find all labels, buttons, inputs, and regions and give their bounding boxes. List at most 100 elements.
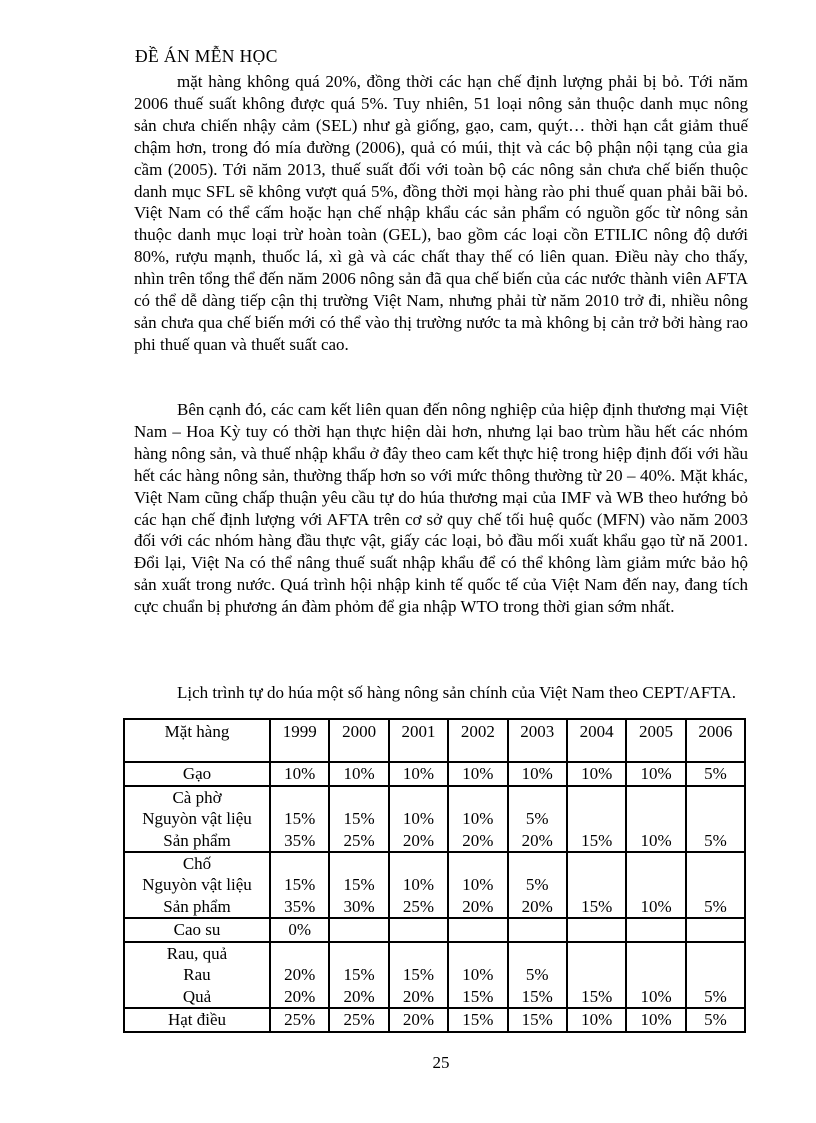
- value-line: [688, 944, 743, 964]
- value-line: 35%: [284, 896, 316, 916]
- table-head: Mặt hàng 1999 2000 2001 2002 2003 2004 2005 2006: [123, 718, 747, 763]
- value-cell: [625, 917, 687, 943]
- value-line: 10%: [462, 965, 494, 985]
- value-line: 15%: [284, 875, 316, 895]
- value-cell: [387, 917, 450, 943]
- value-line: 10%: [462, 809, 494, 829]
- value-cell: [684, 917, 747, 943]
- value-line: 10%: [640, 896, 672, 916]
- value-cell: 10% 20%: [387, 785, 450, 853]
- value-line: [569, 808, 624, 829]
- value-line: [628, 874, 683, 895]
- value-line: 20%: [402, 830, 435, 850]
- value-cell: 10%: [565, 761, 628, 787]
- value-cell: 10% 15%: [447, 941, 509, 1009]
- value-cell: 20%: [387, 1007, 450, 1033]
- table-body: Gạo 10% 10% 10% 10% 10% 10% 10% 5% Cà phờ Nguyòn v…: [123, 761, 747, 1033]
- value-line: [510, 854, 565, 874]
- column-header-year: 2001: [387, 718, 450, 763]
- value-cell: 5%: [684, 1007, 747, 1033]
- value-cell: 15% 25%: [328, 785, 390, 853]
- value-line: 20%: [462, 830, 494, 850]
- value-line: 10%: [640, 830, 672, 850]
- column-header-item: Mặt hàng: [123, 718, 271, 763]
- table-header-row: Mặt hàng 1999 2000 2001 2002 2003 2004 2005 2006: [123, 718, 747, 763]
- row-label-cell: Cao su: [123, 917, 271, 943]
- value-cell: 5%: [684, 941, 747, 1009]
- value-cell: 10%: [625, 851, 687, 919]
- value-line: [688, 808, 743, 829]
- value-line: 25%: [402, 896, 435, 916]
- value-cell: 25%: [328, 1007, 390, 1033]
- value-line: 20%: [462, 896, 494, 916]
- value-line: 15%: [581, 896, 613, 916]
- column-header-year: 2000: [328, 718, 390, 763]
- sub-row-label: Nguyòn vật liệu: [142, 809, 252, 829]
- value-cell: 10%: [447, 761, 509, 787]
- value-cell: 15%: [447, 1007, 509, 1033]
- value-line: 25%: [343, 830, 375, 850]
- value-cell: [565, 917, 628, 943]
- page-header-title: ĐỀ ÁN MỄN HỌC: [135, 46, 278, 66]
- value-line: 15%: [462, 986, 494, 1006]
- value-cell: 10%: [328, 761, 390, 787]
- value-line: [628, 964, 683, 985]
- sub-row-label: Sản phẩm: [163, 830, 231, 850]
- value-line: 5%: [704, 986, 727, 1006]
- value-cell: 20% 20%: [268, 941, 331, 1009]
- value-line: [450, 854, 505, 874]
- column-header-year: 2005: [625, 718, 687, 763]
- table-row: Cà phờ Nguyòn vật liệu Sản phẩm 15% 35% 15%…: [123, 785, 747, 853]
- row-label-cell: Gạo: [123, 761, 271, 787]
- value-line: [331, 788, 386, 808]
- value-line: [331, 854, 386, 874]
- value-line: [569, 944, 624, 964]
- row-label-cell: Hạt điều: [123, 1007, 271, 1033]
- value-line: 15%: [343, 875, 375, 895]
- value-cell: 0%: [268, 917, 331, 943]
- column-header-year: 2004: [565, 718, 628, 763]
- value-line: [510, 944, 565, 964]
- value-cell: 10%: [268, 761, 331, 787]
- group-label-cell: Cà phờ Nguyòn vật liệu Sản phẩm: [123, 785, 271, 853]
- value-line: 30%: [343, 896, 375, 916]
- column-header-year: 2003: [506, 718, 568, 763]
- value-line: 15%: [343, 809, 375, 829]
- value-cell: 10%: [625, 761, 687, 787]
- value-cell: 10%: [625, 785, 687, 853]
- page-number: 25: [432, 1053, 450, 1072]
- value-cell: 15%: [565, 785, 628, 853]
- value-cell: [447, 917, 509, 943]
- value-cell: 5% 20%: [506, 785, 568, 853]
- table-row: Cao su 0%: [123, 917, 747, 943]
- group-label: Rau, quả: [166, 944, 228, 963]
- value-cell: 25%: [268, 1007, 331, 1033]
- value-cell: 15% 20%: [328, 941, 390, 1009]
- sub-row-label: Sản phẩm: [163, 896, 231, 916]
- value-cell: 15% 30%: [328, 851, 390, 919]
- value-line: 15%: [581, 830, 613, 850]
- value-line: [569, 874, 624, 895]
- value-line: 5%: [525, 809, 549, 829]
- value-line: [272, 788, 327, 808]
- value-line: 5%: [704, 896, 727, 916]
- value-line: [569, 964, 624, 985]
- value-line: 20%: [284, 986, 316, 1006]
- value-line: 10%: [462, 875, 494, 895]
- value-cell: 5% 20%: [506, 851, 568, 919]
- value-cell: 10% 20%: [447, 851, 509, 919]
- group-label-cell: Rau, quả Rau Quả: [123, 941, 271, 1009]
- column-header-year: 2006: [684, 718, 747, 763]
- value-cell: 15% 35%: [268, 851, 331, 919]
- value-line: [688, 788, 743, 808]
- value-cell: 15% 20%: [387, 941, 450, 1009]
- value-line: [688, 854, 743, 874]
- body-paragraph: mặt hàng không quá 20%, đồng thời các hạ…: [134, 72, 748, 354]
- value-line: [628, 808, 683, 829]
- table-row: Gạo 10% 10% 10% 10% 10% 10% 10% 5%: [123, 761, 747, 787]
- value-cell: [506, 917, 568, 943]
- tariff-schedule-table: Mặt hàng 1999 2000 2001 2002 2003 2004 2005 2006…: [123, 718, 747, 1033]
- value-line: 20%: [284, 965, 316, 985]
- value-cell: 5%: [684, 761, 747, 787]
